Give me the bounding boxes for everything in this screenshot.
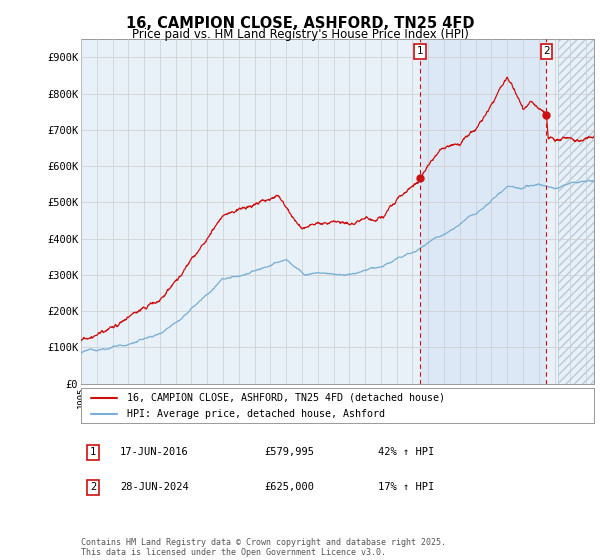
Bar: [420, 39, 547, 384]
Text: £579,995: £579,995: [264, 447, 314, 458]
Text: 16, CAMPION CLOSE, ASHFORD, TN25 4FD (detached house): 16, CAMPION CLOSE, ASHFORD, TN25 4FD (de…: [127, 393, 445, 403]
Text: 2: 2: [90, 482, 96, 492]
Text: 28-JUN-2024: 28-JUN-2024: [120, 482, 189, 492]
Text: 42% ↑ HPI: 42% ↑ HPI: [378, 447, 434, 458]
Bar: [557, 39, 594, 384]
Text: 16, CAMPION CLOSE, ASHFORD, TN25 4FD: 16, CAMPION CLOSE, ASHFORD, TN25 4FD: [126, 16, 474, 31]
Text: £625,000: £625,000: [264, 482, 314, 492]
Text: 17-JUN-2016: 17-JUN-2016: [120, 447, 189, 458]
Bar: [557, 39, 594, 384]
Text: Price paid vs. HM Land Registry's House Price Index (HPI): Price paid vs. HM Land Registry's House …: [131, 28, 469, 41]
Text: Contains HM Land Registry data © Crown copyright and database right 2025.
This d: Contains HM Land Registry data © Crown c…: [81, 538, 446, 557]
Text: HPI: Average price, detached house, Ashford: HPI: Average price, detached house, Ashf…: [127, 409, 385, 419]
Text: 1: 1: [416, 46, 423, 56]
Text: 2: 2: [543, 46, 550, 56]
Text: 1: 1: [90, 447, 96, 458]
Text: 17% ↑ HPI: 17% ↑ HPI: [378, 482, 434, 492]
